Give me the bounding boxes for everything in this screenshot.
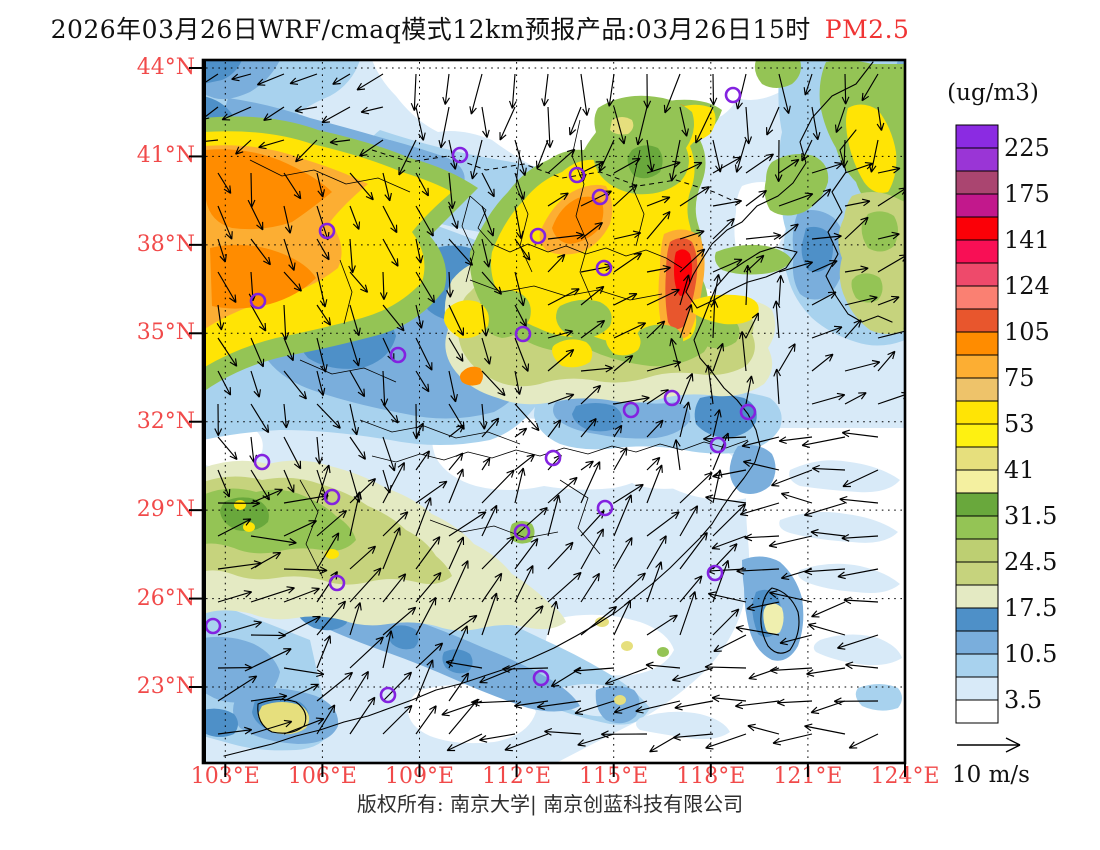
legend-value: 31.5 [1004, 502, 1058, 530]
lat-label: 38°N [136, 231, 195, 257]
lat-label: 32°N [136, 408, 195, 434]
city-marker [323, 488, 341, 506]
city-marker [318, 222, 336, 240]
city-marker [706, 564, 724, 582]
legend-value: 41 [1004, 456, 1035, 484]
city-marker [591, 188, 609, 206]
city-marker [622, 401, 640, 419]
wind-scale-label: 10 m/s [952, 762, 1030, 788]
lat-label: 26°N [136, 585, 195, 611]
city-marker [532, 669, 550, 687]
city-marker [514, 325, 532, 343]
copyright-text: 版权所有: 南京大学| 南京创蓝科技有限公司 [356, 792, 744, 816]
page-title: 2026年03月26日WRF/cmaq模式12km预报产品:03月26日15时 P… [0, 10, 960, 46]
legend-value: 24.5 [1004, 548, 1058, 576]
national-border-dashed [371, 149, 741, 205]
legend-value: 17.5 [1004, 594, 1058, 622]
city-marker [544, 449, 562, 467]
wind-vector-arrows [203, 73, 905, 753]
city-marker [513, 523, 531, 541]
city-marker [709, 436, 727, 454]
pm25-field [203, 60, 905, 763]
city-marker [529, 227, 547, 245]
legend-value: 105 [1004, 318, 1050, 346]
city-marker [595, 259, 613, 277]
lat-label: 44°N [136, 55, 195, 80]
legend-value: 175 [1004, 180, 1050, 208]
legend-value: 10.5 [1004, 640, 1058, 668]
city-marker [253, 453, 271, 471]
wind-scale-arrow [957, 737, 1021, 753]
lat-label: 35°N [136, 320, 195, 346]
title-main: 2026年03月26日WRF/cmaq模式12km预报产品:03月26日15时 [50, 15, 811, 44]
city-marker [379, 686, 397, 704]
city-marker [739, 403, 757, 421]
city-marker [663, 389, 681, 407]
legend-colorbar [955, 124, 999, 724]
lat-label: 29°N [136, 497, 195, 523]
city-markers [204, 86, 757, 704]
city-marker [451, 146, 469, 164]
legend-value: 75 [1004, 364, 1035, 392]
legend-value: 53 [1004, 410, 1035, 438]
city-marker [389, 346, 407, 364]
city-marker [328, 574, 346, 592]
legend-value: 225 [1004, 134, 1050, 162]
city-marker [249, 292, 267, 310]
city-marker [596, 499, 614, 517]
lat-label: 41°N [136, 143, 195, 169]
legend-unit-label: (ug/m3) [947, 80, 1039, 106]
lat-label: 23°N [136, 674, 195, 699]
city-marker [568, 166, 586, 184]
legend-value: 3.5 [1004, 686, 1043, 714]
legend-value: 124 [1004, 272, 1050, 300]
city-marker [724, 86, 742, 104]
axis-tick-marks [189, 67, 906, 777]
legend-value: 141 [1004, 226, 1050, 254]
title-pollutant: PM2.5 [824, 15, 910, 44]
